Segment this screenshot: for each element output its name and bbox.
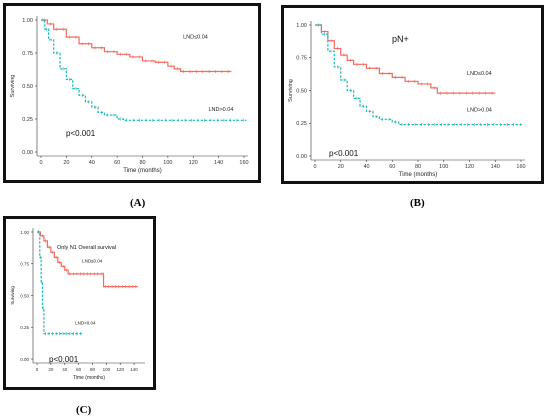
chart-b: 0.00 0.25 0.50 0.75 1.00 0 20 40 60 80 100 120 140 16… <box>288 21 526 178</box>
series-label: LND≤0.04 <box>467 71 492 77</box>
x-axis-label: Time (months) <box>73 375 105 381</box>
x-tick-label: 160 <box>239 160 248 166</box>
y-tick-label: 0.50 <box>22 84 33 90</box>
y-tick-label: 0.75 <box>22 51 33 57</box>
y-axis-label: Surviving <box>10 75 16 98</box>
x-tick-label: 60 <box>76 367 82 372</box>
y-tick-label: 1.00 <box>22 18 33 24</box>
series-line <box>315 24 524 126</box>
y-tick-label: 0.00 <box>20 357 29 362</box>
caption-a: (A) <box>130 197 146 209</box>
x-tick-label: 0 <box>313 164 316 170</box>
x-tick-label: 120 <box>465 164 474 170</box>
x-tick-label: 20 <box>48 367 54 372</box>
x-tick-label: 80 <box>415 164 421 170</box>
x-tick-label: 80 <box>139 160 145 166</box>
x-tick-label: 100 <box>163 160 172 166</box>
series-label: LND>0.04 <box>75 321 96 326</box>
y-tick-label: 0.25 <box>22 117 33 123</box>
p-value-annotation: p<0.001 <box>49 355 79 364</box>
y-axis-label: Surviving <box>10 286 15 305</box>
x-tick-label: 100 <box>103 367 111 372</box>
x-tick-label: 140 <box>491 164 500 170</box>
p-value-annotation: p<0.001 <box>329 149 359 158</box>
series-line <box>37 231 138 288</box>
x-tick-label: 120 <box>189 160 198 166</box>
series-label: LND>0.04 <box>467 107 492 113</box>
x-tick-label: 120 <box>116 367 124 372</box>
y-tick-label: 0.50 <box>296 88 307 94</box>
panel-b: 0.00 0.25 0.50 0.75 1.00 0 20 40 60 80 100 120 140 16… <box>281 5 544 184</box>
panel-a: 0.00 0.25 0.50 0.75 1.00 0 20 40 60 80 100 120 140 16… <box>3 3 261 183</box>
y-tick-label: 0.00 <box>22 150 33 156</box>
y-axis-label: Surviving <box>288 79 294 102</box>
series-line <box>41 19 247 121</box>
y-tick-label: 0.25 <box>20 325 29 330</box>
x-tick-label: 0 <box>36 367 39 372</box>
chart-a: 0.00 0.25 0.50 0.75 1.00 0 20 40 60 80 100 120 140 16… <box>10 16 249 174</box>
y-tick-label: 1.00 <box>20 230 29 235</box>
chart-c: 0.00 0.25 0.50 0.75 1.00 0 20 40 60 80 100 120 140 Ti… <box>10 228 145 381</box>
x-tick-label: 140 <box>214 160 223 166</box>
series-label: LND>0.04 <box>208 107 233 113</box>
p-value-annotation: p<0.001 <box>66 129 96 138</box>
y-tick-label: 0.50 <box>20 293 29 298</box>
y-tick-label: 0.75 <box>296 56 307 62</box>
y-tick-label: 0.00 <box>296 154 307 160</box>
series-line <box>41 19 232 73</box>
x-tick-label: 60 <box>114 160 120 166</box>
y-tick-label: 0.75 <box>20 262 29 267</box>
x-axis-label: Time (months) <box>123 168 161 174</box>
caption-c: (C) <box>76 404 92 416</box>
x-tick-label: 40 <box>89 160 95 166</box>
x-tick-label: 140 <box>130 367 138 372</box>
series-label: LND≤0.04 <box>183 34 208 40</box>
x-tick-label: 160 <box>516 164 525 170</box>
y-tick-label: 1.00 <box>296 23 307 29</box>
x-axis-label: Time (months) <box>399 172 437 178</box>
x-tick-label: 80 <box>90 367 96 372</box>
x-tick-label: 100 <box>439 164 448 170</box>
x-tick-label: 20 <box>338 164 344 170</box>
x-tick-label: 0 <box>39 160 42 166</box>
y-tick-label: 0.25 <box>296 121 307 127</box>
x-tick-label: 20 <box>63 160 69 166</box>
caption-b: (B) <box>410 197 425 209</box>
x-tick-label: 60 <box>389 164 395 170</box>
chart-title: Only N1 Overall survival <box>57 245 116 251</box>
x-tick-label: 40 <box>363 164 369 170</box>
chart-title: pN+ <box>392 34 409 44</box>
x-tick-label: 40 <box>62 367 68 372</box>
panel-c: 0.00 0.25 0.50 0.75 1.00 0 20 40 60 80 100 120 140 Ti… <box>3 216 156 390</box>
series-label: LND≤0.04 <box>82 258 103 263</box>
